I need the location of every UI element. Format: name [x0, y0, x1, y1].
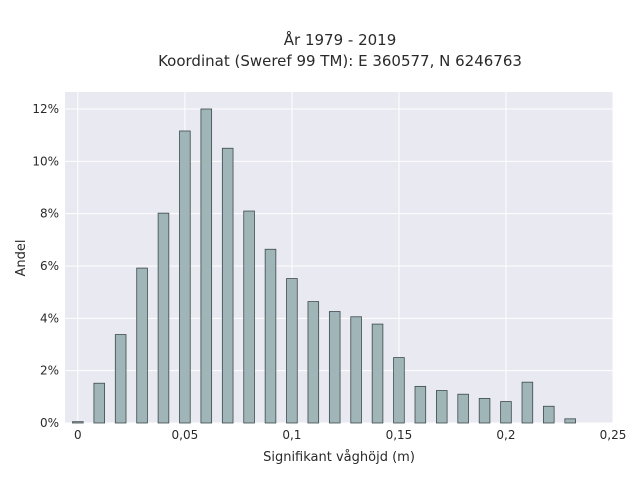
y-tick-label: 2%: [40, 364, 59, 378]
histogram-bar: [264, 248, 277, 424]
histogram-bar: [157, 212, 170, 424]
histogram-bar: [72, 421, 84, 424]
x-axis-label: Signifikant våghöjd (m): [263, 450, 415, 465]
x-tick-label: 0,2: [496, 428, 515, 442]
histogram-bar: [564, 418, 576, 424]
histogram-bar: [328, 311, 341, 424]
histogram-bar: [307, 301, 320, 424]
histogram-bar: [93, 382, 106, 424]
chart-subtitle: Koordinat (Sweref 99 TM): E 360577, N 62…: [158, 52, 522, 70]
bar-series: [72, 108, 576, 424]
y-tick-label: 6%: [40, 259, 59, 273]
x-tick-label: 0,05: [172, 428, 199, 442]
histogram-bar: [500, 401, 512, 424]
y-tick-label: 0%: [40, 416, 59, 430]
histogram-bar: [457, 393, 469, 424]
histogram-bar: [435, 390, 448, 424]
histogram-bar: [286, 278, 298, 424]
y-tick-label: 4%: [40, 311, 59, 325]
y-axis-label: Andel: [14, 240, 29, 277]
y-axis-ticks: 0% 2% 4% 6% 8% 10% 12%: [32, 102, 59, 430]
histogram-bar: [136, 267, 148, 424]
y-tick-label: 8%: [40, 207, 59, 221]
histogram-bar: [478, 398, 491, 424]
histogram-bar: [200, 108, 213, 424]
histogram-bar: [350, 316, 362, 424]
histogram-bar: [393, 357, 405, 424]
histogram-bar: [543, 405, 555, 424]
x-axis-ticks: 0 0,05 0,1 0,15 0,2 0,25: [74, 428, 626, 442]
y-tick-label: 10%: [32, 154, 59, 168]
histogram-bar: [179, 130, 191, 424]
histogram-bar: [521, 381, 534, 424]
x-tick-label: 0,25: [600, 428, 627, 442]
x-tick-label: 0,15: [386, 428, 413, 442]
chart-title: År 1979 - 2019: [284, 30, 397, 49]
x-tick-label: 0,1: [282, 428, 301, 442]
histogram-bar: [114, 334, 127, 424]
histogram-bar: [371, 323, 384, 424]
x-tick-label: 0: [74, 428, 82, 442]
y-tick-label: 12%: [32, 102, 59, 116]
histogram-bar: [221, 147, 234, 424]
histogram-bar: [243, 210, 255, 424]
histogram-bar: [414, 385, 427, 424]
